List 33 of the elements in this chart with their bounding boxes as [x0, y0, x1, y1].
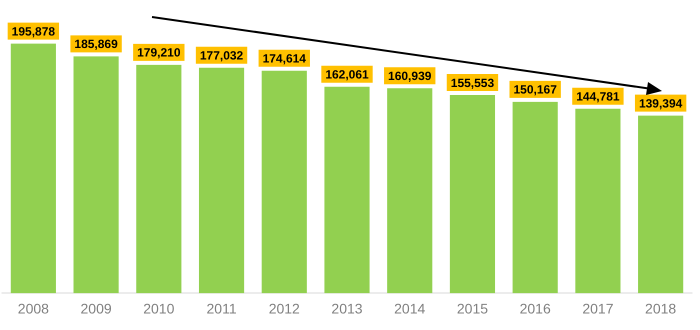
data-label: 160,939 — [388, 69, 432, 84]
x-tick-label: 2012 — [268, 300, 300, 316]
data-label: 179,210 — [137, 46, 181, 60]
x-tick-label: 2013 — [331, 300, 363, 316]
bar — [262, 70, 307, 294]
data-label: 174,614 — [262, 52, 306, 66]
data-label: 177,032 — [200, 48, 244, 63]
data-label: 150,167 — [513, 82, 558, 97]
x-tick-label: 2010 — [143, 300, 175, 316]
bar — [450, 95, 496, 294]
data-label: 144,781 — [576, 90, 620, 104]
x-tick-label: 2015 — [456, 300, 488, 316]
bar — [575, 108, 620, 294]
bar — [324, 86, 370, 294]
data-label: 195,878 — [12, 24, 56, 38]
data-label: 185,869 — [74, 37, 118, 52]
bar — [136, 64, 182, 294]
x-tick-label: 2017 — [582, 300, 614, 316]
x-tick-label: 2009 — [80, 300, 112, 316]
bar — [387, 88, 432, 294]
bar — [10, 44, 56, 294]
data-label: 162,061 — [325, 68, 370, 82]
bar — [198, 68, 244, 294]
data-label: 155,553 — [450, 76, 494, 90]
x-tick-label: 2011 — [206, 300, 237, 316]
bar — [638, 116, 684, 294]
bar — [74, 56, 119, 294]
x-tick-label: 2014 — [394, 300, 426, 316]
x-tick-label: 2008 — [18, 300, 50, 316]
x-tick-label: 2018 — [645, 300, 676, 316]
bar — [512, 102, 558, 294]
data-label: 139,394 — [638, 96, 683, 110]
x-tick-label: 2016 — [520, 300, 551, 316]
